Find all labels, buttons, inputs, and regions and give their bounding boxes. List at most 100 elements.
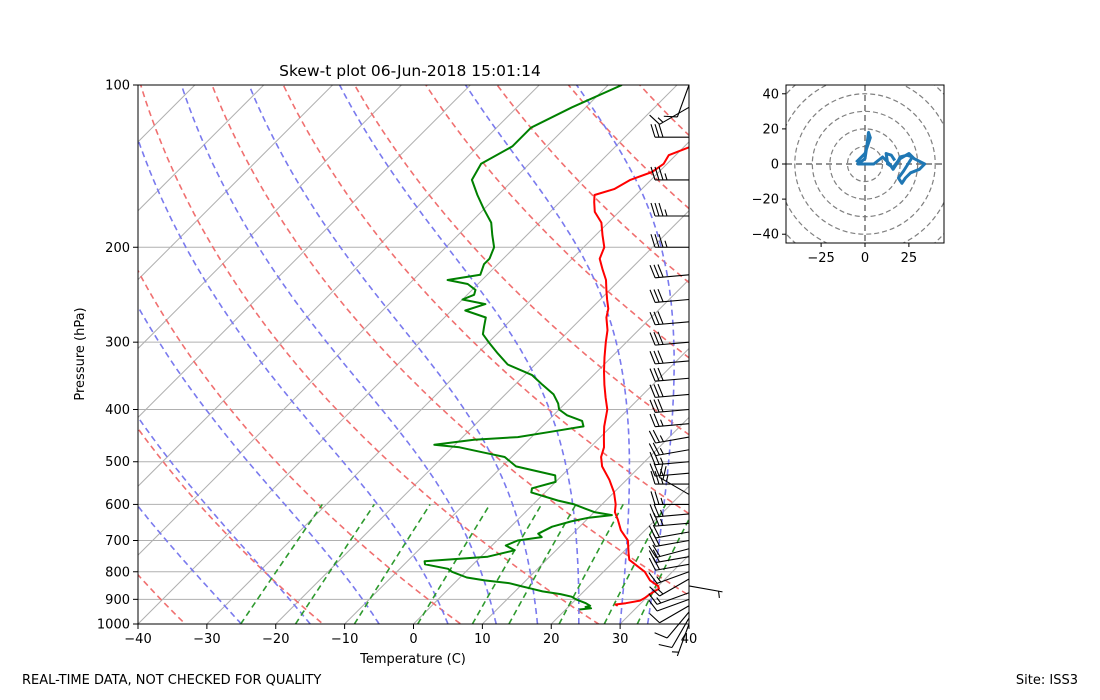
wind-barb: [649, 350, 690, 365]
barb-staff: [656, 548, 690, 559]
barb-full: [648, 593, 658, 605]
barb-full: [653, 384, 660, 398]
barb-full: [657, 398, 664, 412]
hodo-y-tick-label: −40: [752, 228, 779, 243]
barb-staff: [655, 341, 690, 346]
barb-full: [649, 586, 660, 597]
barb-full: [653, 289, 660, 303]
mixing-ratio-line: [417, 503, 491, 624]
barb-full: [652, 429, 660, 443]
hodograph-wind-line: [855, 130, 927, 185]
barb-full: [657, 288, 664, 302]
isotherm-line: [138, 85, 471, 419]
wind-barb: [648, 442, 690, 457]
barb-full: [648, 430, 657, 444]
dry-adiabat-line: [138, 427, 325, 624]
y-tick-label: 1000: [97, 618, 130, 633]
barb-staff: [655, 472, 690, 477]
barb-staff: [655, 321, 690, 326]
site-label: Site: ISS3: [1015, 673, 1078, 688]
dry-adiabat-line: [282, 85, 689, 515]
barb-staff: [659, 476, 690, 495]
wind-barb: [649, 264, 690, 279]
moist-adiabat-line: [138, 504, 242, 624]
y-tick-label: 400: [105, 403, 130, 418]
x-tick-label: −40: [124, 632, 151, 647]
barb-full: [652, 549, 660, 563]
moist-adiabat-line: [138, 137, 449, 624]
wind-barb: [649, 398, 690, 414]
wind-barb: [648, 524, 690, 539]
isotherm-line: [619, 554, 689, 624]
barb-full: [649, 311, 656, 325]
barb-full: [654, 491, 660, 505]
wind-barb: [649, 367, 690, 382]
barb-half: [659, 447, 664, 455]
barb-staff: [655, 423, 690, 428]
barb-full: [658, 202, 664, 217]
dry-adiabat-line: [138, 269, 463, 624]
barb-full: [654, 632, 668, 639]
barb-half: [659, 435, 664, 442]
barb-staff: [655, 393, 690, 398]
dry-adiabats: [138, 85, 689, 624]
isotherm-line: [0, 85, 57, 624]
wind-barb: [650, 202, 689, 217]
barb-full: [648, 525, 657, 539]
wind-barb: [649, 106, 690, 125]
wind-barb: [659, 464, 690, 495]
barb-full: [648, 443, 657, 456]
barb-staff: [659, 578, 690, 597]
barb-full: [652, 442, 660, 456]
barb-full: [649, 114, 660, 125]
isotherm-line: [138, 85, 265, 212]
y-tick-label: 300: [105, 336, 130, 351]
barb-full: [654, 202, 660, 217]
barb-half: [657, 117, 664, 123]
x-tick-label: −10: [331, 632, 358, 647]
barb-full: [649, 368, 656, 382]
x-tick-label: 30: [612, 632, 629, 647]
isotherm-line: [138, 85, 333, 281]
mixing-ratio-line: [353, 503, 431, 624]
isotherm-line: [550, 485, 689, 624]
hodo-x-tick-label: 25: [901, 251, 918, 266]
y-tick-label: 200: [105, 241, 130, 256]
wind-barb: [650, 166, 689, 181]
skewt-frame: [137, 84, 690, 625]
y-tick-label: 700: [105, 534, 130, 549]
barb-full: [649, 351, 656, 365]
barb-staff: [676, 623, 690, 657]
barb-staff: [655, 408, 690, 414]
wind-barb: [649, 413, 690, 428]
y-tick-label: 100: [105, 79, 130, 94]
hodo-y-tick-label: 20: [762, 122, 779, 137]
temperature-profile-line: [593, 146, 689, 607]
dry-adiabat-line: [424, 85, 689, 359]
barb-staff: [655, 563, 690, 571]
hodo-y-tick-label: 0: [771, 158, 779, 173]
x-tick-label: −20: [262, 632, 289, 647]
wind-barbs: [648, 84, 723, 657]
barb-staff: [655, 274, 690, 279]
wind-barb: [648, 549, 690, 564]
barb-full: [653, 331, 660, 345]
barb-staff: [666, 611, 690, 639]
isotherm-line: [138, 85, 196, 143]
x-tick-label: 20: [543, 632, 560, 647]
barb-half: [660, 457, 664, 465]
barb-full: [653, 413, 660, 427]
barb-full: [648, 534, 657, 547]
isobar-gridlines: [138, 85, 689, 624]
hodograph-ticks: −25 0 25 40 20 0 −20 −40: [752, 87, 918, 266]
moist-adiabat-line: [138, 415, 311, 624]
barb-staff: [656, 598, 690, 612]
y-axis-ticks: 1000 900 800 700 600 500 400 300 200 100: [97, 79, 138, 633]
hodo-y-tick-label: −20: [752, 193, 779, 208]
wind-barb: [649, 331, 690, 346]
isotherm-line: [344, 278, 689, 624]
barb-half: [664, 173, 668, 181]
barb-full: [657, 350, 664, 364]
y-axis-label: Pressure (hPa): [73, 307, 88, 400]
